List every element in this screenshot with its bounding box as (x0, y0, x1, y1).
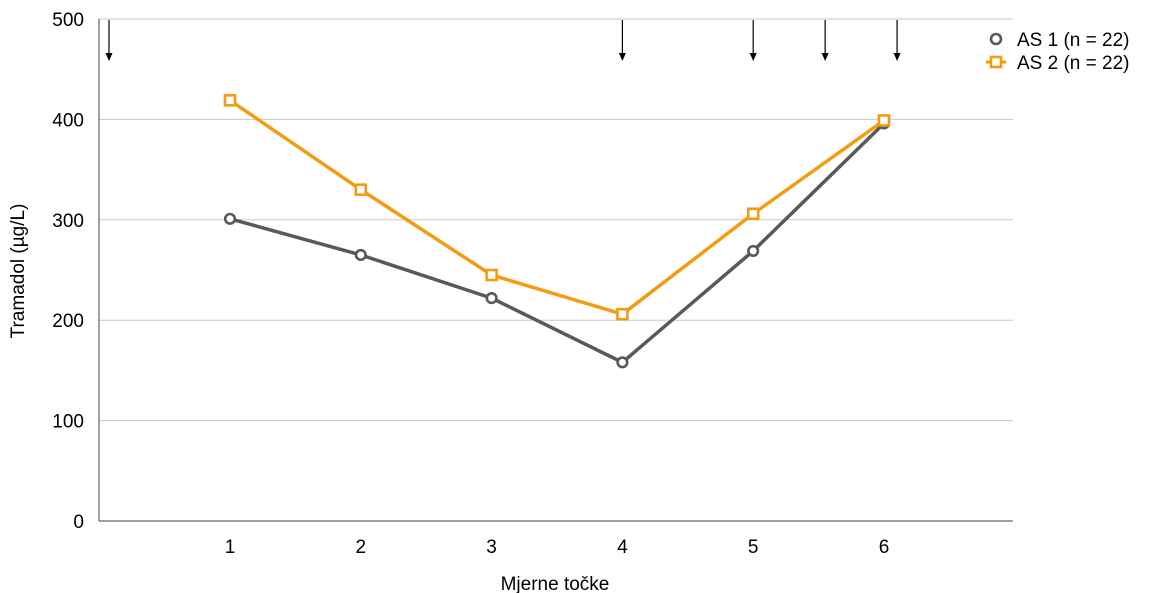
legend-marker-circle (989, 32, 1003, 46)
dose-arrow-head (618, 53, 626, 61)
legend-item: AS 2 (n = 22) (986, 53, 1129, 74)
data-point-circle (485, 292, 498, 305)
data-point-circle (616, 356, 629, 369)
series-line (229, 122, 886, 365)
x-tick-label: 5 (748, 537, 759, 558)
dose-arrow (618, 20, 626, 61)
data-point-square (485, 268, 498, 282)
data-point-square (746, 207, 760, 221)
y-tick-labels: 0 100 200 300 400 500 (52, 10, 84, 533)
dose-arrow (105, 20, 113, 61)
legend-label: AS 1 (n = 22) (1017, 30, 1129, 51)
legend: AS 1 (n = 22)AS 2 (n = 22) (986, 30, 1129, 74)
gridlines (99, 18, 1013, 422)
legend-marker-square (989, 55, 1003, 69)
dose-arrow (821, 20, 829, 61)
dose-arrow-head (749, 53, 757, 61)
dose-arrow-head (893, 53, 901, 61)
y-axis-title: Tramadol (µg/L) (8, 204, 29, 339)
series-line (229, 98, 886, 316)
x-tick-labels: 1 2 3 4 5 6 (225, 537, 890, 558)
dose-arrows (105, 20, 901, 61)
y-tick-label: 300 (52, 211, 84, 232)
y-tick-label: 100 (52, 412, 84, 433)
series-2 (223, 94, 891, 321)
x-tick-label: 2 (356, 537, 367, 558)
x-tick-label: 3 (486, 537, 497, 558)
legend-label: AS 2 (n = 22) (1017, 53, 1129, 74)
dose-arrow (749, 20, 757, 61)
data-point-circle (747, 244, 760, 258)
series-1 (223, 117, 891, 369)
data-point-square (223, 94, 237, 107)
x-tick-label: 6 (879, 537, 890, 558)
x-tick-label: 1 (225, 537, 236, 558)
data-point-square (616, 307, 629, 321)
data-point-circle (354, 248, 367, 262)
data-point-square (354, 183, 368, 196)
dose-arrow-head (105, 53, 113, 61)
series-layer (223, 94, 891, 369)
dose-arrow-head (821, 53, 829, 61)
dose-arrow (893, 20, 901, 61)
legend-item: AS 1 (n = 22) (989, 30, 1129, 51)
y-tick-label: 200 (52, 311, 84, 332)
x-axis-title: Mjerne točke (501, 574, 610, 593)
y-tick-label: 400 (52, 110, 84, 131)
data-point-circle (223, 212, 237, 225)
y-tick-label: 500 (52, 10, 84, 31)
data-point-square (877, 114, 891, 127)
x-tick-label: 4 (617, 537, 628, 558)
y-tick-label: 0 (73, 512, 84, 533)
axes (98, 19, 1013, 522)
